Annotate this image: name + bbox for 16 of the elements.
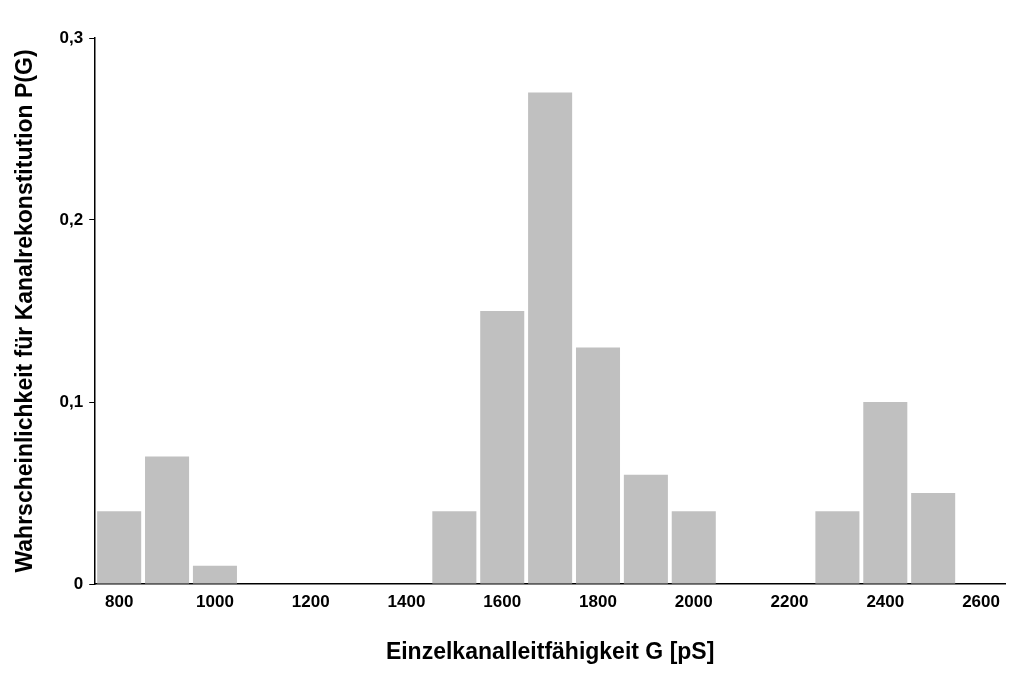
x-tick-label: 1000 [196,591,234,611]
x-tick-label: 2600 [962,591,1000,611]
x-tick-label: 2000 [674,591,713,611]
x-tick-label: 1400 [387,591,426,611]
x-tick-label: 2400 [866,591,905,611]
y-tick-label: 0,1 [59,391,84,411]
y-tick-label: 0,3 [59,27,84,47]
y-tick-label: 0 [73,573,84,593]
x-tick-label: 2200 [770,591,809,611]
x-axis-title: Einzelkanalleitfähigkeit G [pS] [385,637,715,664]
x-tick-label: 1600 [483,591,522,611]
y-tick-label: 0,2 [59,209,84,229]
x-tick-label: 800 [104,591,134,611]
y-axis-title: Wahrscheinlichkeit für Kanalrekonstitution P(G) [11,49,38,573]
x-tick-label: 1200 [291,591,330,611]
x-tick-label: 1800 [579,591,617,611]
